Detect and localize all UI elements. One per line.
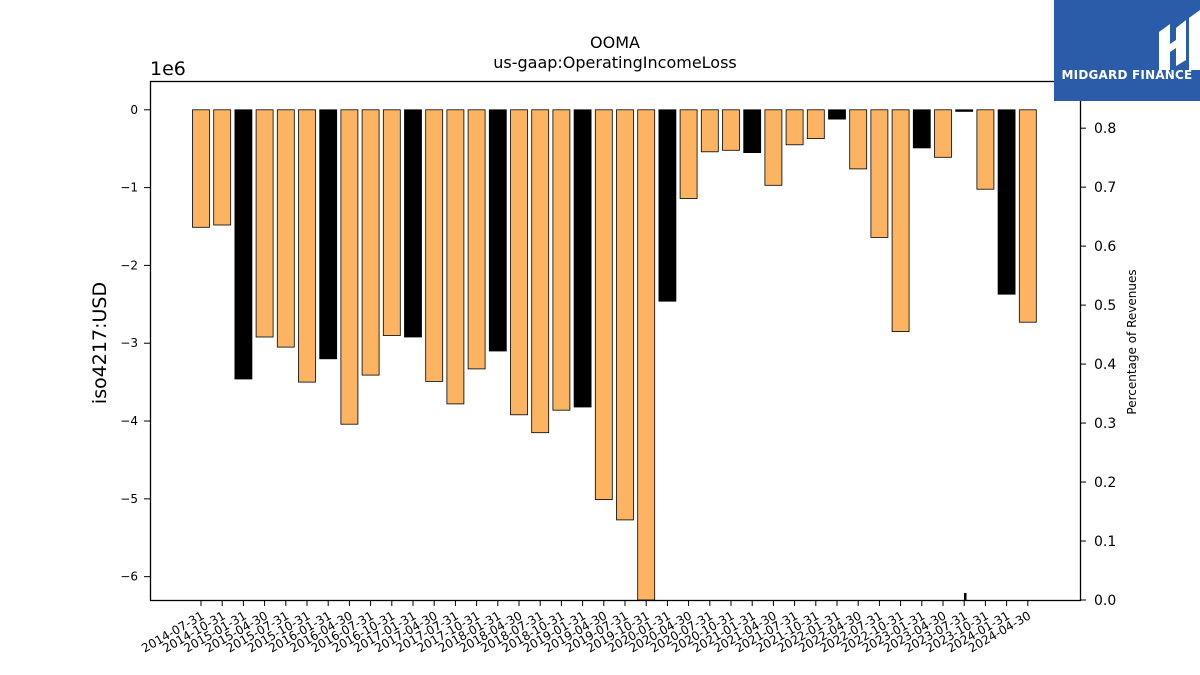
bar-2022-04-30 bbox=[849, 109, 868, 170]
bar-2017-10-31 bbox=[467, 109, 486, 370]
bar-2018-07-31 bbox=[531, 109, 550, 434]
bar-2019-04-30 bbox=[594, 109, 613, 500]
y2-tick-label: 0.1 bbox=[1094, 534, 1116, 550]
y2-tick-label: 0.0 bbox=[1094, 593, 1116, 609]
bar-2022-10-31 bbox=[891, 109, 910, 333]
y2-tick-label: 0.5 bbox=[1094, 298, 1116, 314]
bar-2018-01-31 bbox=[488, 109, 507, 352]
bar-2020-10-31 bbox=[722, 109, 740, 151]
bar-2020-07-31 bbox=[700, 109, 719, 153]
bar-2022-07-31 bbox=[870, 109, 889, 238]
y-tick-label: −1 bbox=[120, 181, 138, 195]
y2-tick-label: 0.6 bbox=[1094, 239, 1116, 255]
chart-subtitle: us-gaap:OperatingIncomeLoss bbox=[493, 53, 737, 72]
y2-tick-label: 0.8 bbox=[1094, 121, 1116, 137]
y-axis-label: iso4217:USD bbox=[89, 282, 111, 404]
y-tick-label: 0 bbox=[130, 103, 138, 117]
bar-2017-04-30 bbox=[425, 109, 444, 382]
bar-2023-01-31 bbox=[912, 109, 931, 149]
bar-2019-10-31 bbox=[637, 109, 656, 601]
bar-2024-04-30 bbox=[1018, 109, 1037, 323]
bar-2021-01-31 bbox=[743, 109, 762, 154]
bar-2015-01-31 bbox=[234, 109, 253, 380]
chart-title: OOMA bbox=[590, 33, 640, 52]
bar-2023-04-30 bbox=[934, 109, 952, 158]
bar-2016-01-31 bbox=[319, 109, 338, 360]
y2-tick-label: 0.3 bbox=[1094, 416, 1116, 432]
bar-2015-10-31 bbox=[298, 109, 316, 383]
bar-2014-10-31 bbox=[213, 109, 232, 226]
bar-2021-07-31 bbox=[785, 109, 804, 146]
y-tick-label: −5 bbox=[120, 492, 138, 506]
bar-2019-07-31 bbox=[616, 109, 634, 521]
bar-2014-07-31 bbox=[192, 109, 210, 228]
y-tick-label: −3 bbox=[120, 336, 138, 350]
bar-2015-07-31 bbox=[276, 109, 295, 348]
midgard-finance-logo: MIDGARD FINANCE bbox=[1054, 0, 1200, 101]
bar-2020-01-31 bbox=[658, 109, 677, 302]
bar-2018-10-31 bbox=[552, 109, 571, 411]
bar-2023-07-31 bbox=[955, 109, 974, 112]
y2-tick-label: 0.7 bbox=[1094, 180, 1116, 196]
bar-2017-01-31 bbox=[404, 109, 422, 338]
bar-2016-10-31 bbox=[382, 109, 401, 336]
y-tick-label: −4 bbox=[120, 414, 138, 428]
y2-tick-label: 0.4 bbox=[1094, 357, 1116, 373]
series-marker bbox=[964, 593, 967, 601]
bar-2021-04-30 bbox=[764, 109, 783, 186]
bar-2022-01-31 bbox=[828, 109, 846, 120]
plot-frame bbox=[149, 80, 1082, 602]
bar-2023-10-31 bbox=[976, 109, 995, 190]
bar-2015-04-30 bbox=[255, 109, 274, 338]
bar-2018-04-30 bbox=[510, 109, 528, 416]
midgard-logo-icon bbox=[1159, 10, 1200, 70]
bar-2024-01-31 bbox=[997, 109, 1016, 295]
y-tick-label: −2 bbox=[120, 258, 138, 272]
y-tick-label: −6 bbox=[120, 570, 138, 584]
logo-text: MIDGARD FINANCE bbox=[1061, 68, 1193, 82]
y2-tick-label: 0.2 bbox=[1094, 475, 1116, 491]
bar-2017-07-31 bbox=[446, 109, 465, 405]
bar-2019-01-31 bbox=[573, 109, 592, 408]
bar-2016-07-31 bbox=[361, 109, 380, 376]
bar-2021-10-31 bbox=[806, 109, 825, 140]
bar-2020-04-30 bbox=[679, 109, 698, 199]
y-axis-offset-text: 1e6 bbox=[150, 58, 186, 80]
bar-2016-04-30 bbox=[340, 109, 359, 425]
y2-axis-label: Percentage of Revenues bbox=[1125, 269, 1139, 414]
